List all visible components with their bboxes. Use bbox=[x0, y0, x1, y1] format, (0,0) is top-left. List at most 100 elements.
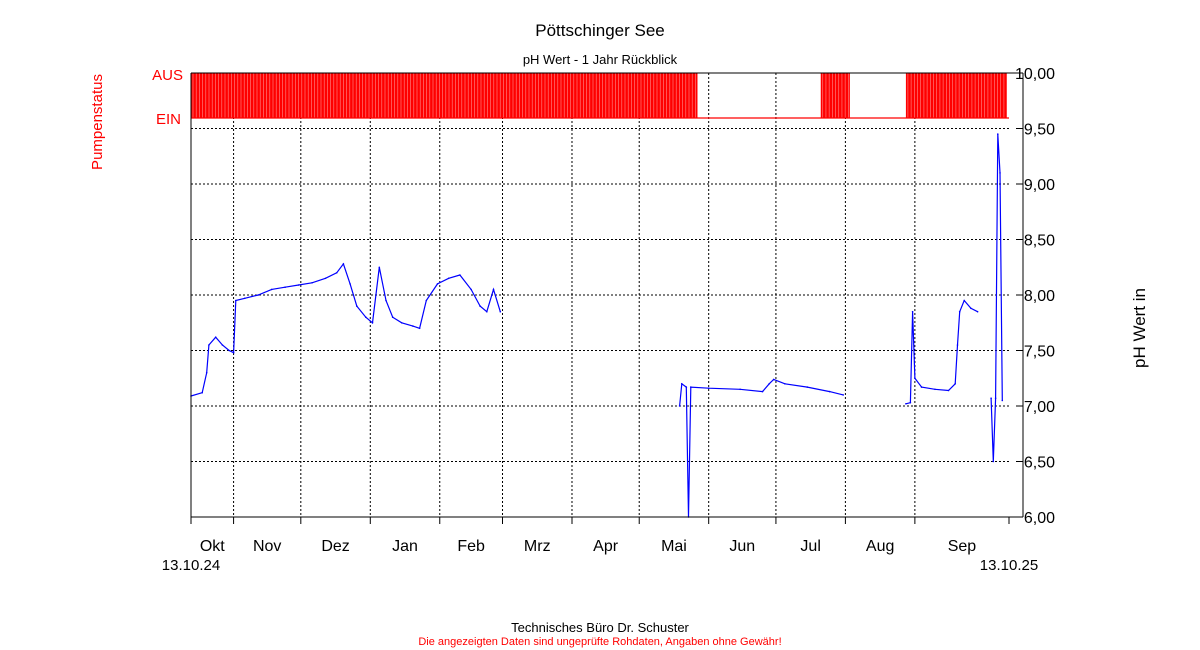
x-end-label: 13.10.25 bbox=[980, 557, 1038, 574]
month-label: Okt bbox=[200, 538, 225, 555]
ph-data-point bbox=[956, 344, 959, 346]
ph-data-point bbox=[447, 277, 450, 280]
ph-data-point bbox=[690, 386, 692, 388]
y-tick-label: 8,50 bbox=[1024, 233, 1055, 250]
month-label: Mai bbox=[661, 538, 687, 555]
ph-data-point bbox=[784, 383, 786, 385]
ph-data-point bbox=[221, 344, 224, 346]
ph-data-point bbox=[914, 377, 916, 380]
ph-data-point bbox=[371, 322, 374, 324]
y-tick-label: 6,00 bbox=[1024, 510, 1055, 527]
y-tick-labels: 6,00 6,50 7,00 7,50 8,00 8,50 9,00 9,50 10,00 bbox=[1015, 66, 1055, 527]
ph-data-point bbox=[681, 383, 683, 385]
y-tick-label: 6,50 bbox=[1024, 455, 1055, 472]
ph-data-point bbox=[997, 133, 999, 135]
x-start-label: 13.10.24 bbox=[162, 557, 220, 574]
ph-data-point bbox=[232, 351, 235, 354]
ph-data-point bbox=[911, 310, 914, 313]
ph-series-line bbox=[905, 299, 978, 405]
month-label: Jun bbox=[729, 538, 755, 555]
ph-data-point bbox=[459, 274, 461, 276]
ph-data-point bbox=[257, 294, 260, 296]
ph-data-point bbox=[909, 401, 912, 404]
ph-axis-label: pH Wert in bbox=[1130, 288, 1149, 368]
ph-data-point bbox=[385, 299, 387, 302]
month-labels: Okt Nov Dez Jan Feb Mrz Apr Mai Jun Jul Aug Sep bbox=[200, 538, 976, 555]
ph-data-point bbox=[391, 316, 394, 319]
y-tick-label: 10,00 bbox=[1015, 66, 1055, 83]
chart-subtitle: pH Wert - 1 Jahr Rückblick bbox=[523, 52, 678, 67]
ph-data-point bbox=[990, 397, 992, 400]
ph-data-point bbox=[205, 371, 208, 374]
month-label: Mrz bbox=[524, 538, 551, 555]
ph-data-point bbox=[768, 383, 770, 385]
y-tick-label: 7,50 bbox=[1024, 344, 1055, 361]
ph-data-point bbox=[947, 389, 950, 392]
ph-data-point bbox=[479, 305, 481, 307]
ph-data-point bbox=[284, 286, 286, 289]
ph-data-point bbox=[976, 310, 979, 313]
month-label: Nov bbox=[253, 538, 281, 555]
ph-data-point bbox=[970, 307, 972, 310]
ph-data-point bbox=[828, 390, 831, 393]
y-tick-label: 8,00 bbox=[1024, 288, 1055, 305]
month-label: Jan bbox=[392, 538, 418, 555]
y-tick-label: 7,00 bbox=[1024, 399, 1055, 416]
ph-data-point bbox=[311, 282, 313, 284]
ph-data-point bbox=[492, 288, 495, 291]
month-label: Apr bbox=[593, 538, 619, 555]
y-tick-label: 9,00 bbox=[1024, 177, 1055, 194]
pump-status-bars bbox=[191, 73, 1009, 119]
ph-data-point bbox=[992, 460, 995, 463]
ph-data-point bbox=[356, 305, 358, 307]
ph-data-point bbox=[806, 386, 809, 388]
pump-on-period bbox=[905, 73, 1007, 118]
ph-data-point bbox=[678, 405, 681, 407]
ph-series-line bbox=[190, 262, 501, 397]
ph-data-point bbox=[958, 310, 961, 313]
ph-data-point bbox=[378, 266, 381, 269]
ph-data-point bbox=[934, 388, 936, 391]
ph-series-line bbox=[679, 378, 844, 518]
ph-data-point bbox=[994, 397, 997, 400]
footer-disclaimer: Die angezeigten Daten sind ungeprüfte Ro… bbox=[418, 636, 781, 648]
grid bbox=[191, 73, 1009, 517]
ph-data-point bbox=[761, 390, 764, 393]
month-label: Sep bbox=[948, 538, 977, 555]
month-label: Aug bbox=[866, 538, 894, 555]
ph-data-point bbox=[963, 299, 965, 302]
ph-data-point bbox=[349, 283, 351, 285]
ph-data-point bbox=[228, 349, 230, 352]
footer-credit: Technisches Büro Dr. Schuster bbox=[511, 620, 689, 635]
ph-data-point bbox=[905, 403, 907, 405]
y-tick-label: 9,50 bbox=[1024, 122, 1055, 139]
ph-data-point bbox=[400, 322, 403, 324]
ph-data-point bbox=[920, 386, 923, 388]
ph-series bbox=[190, 133, 1004, 518]
ph-data-point bbox=[208, 344, 210, 346]
month-label: Dez bbox=[321, 538, 349, 555]
ph-data-point bbox=[436, 283, 439, 285]
ph-data-point bbox=[342, 263, 345, 265]
ph-data-point bbox=[499, 310, 502, 313]
ph-data-point bbox=[954, 383, 956, 385]
ph-data-point bbox=[685, 386, 688, 388]
ph-data-point bbox=[412, 325, 414, 327]
ph-data-point bbox=[324, 277, 327, 280]
ph-data-point bbox=[235, 299, 237, 302]
ph-data-point bbox=[486, 310, 488, 313]
month-label: Feb bbox=[457, 538, 485, 555]
ph-data-point bbox=[270, 288, 273, 291]
ph-data-point bbox=[470, 288, 472, 291]
ph-data-point bbox=[297, 284, 300, 286]
ph-data-point bbox=[425, 299, 428, 302]
ph-data-point bbox=[335, 272, 338, 274]
ph-data-point bbox=[365, 316, 367, 319]
ph-data-point bbox=[707, 387, 710, 390]
ph-data-point bbox=[772, 378, 775, 381]
ph-series-line bbox=[990, 134, 1003, 462]
pump-label-aus: AUS bbox=[152, 67, 183, 84]
ph-data-point bbox=[418, 327, 421, 330]
axes bbox=[190, 72, 1024, 524]
